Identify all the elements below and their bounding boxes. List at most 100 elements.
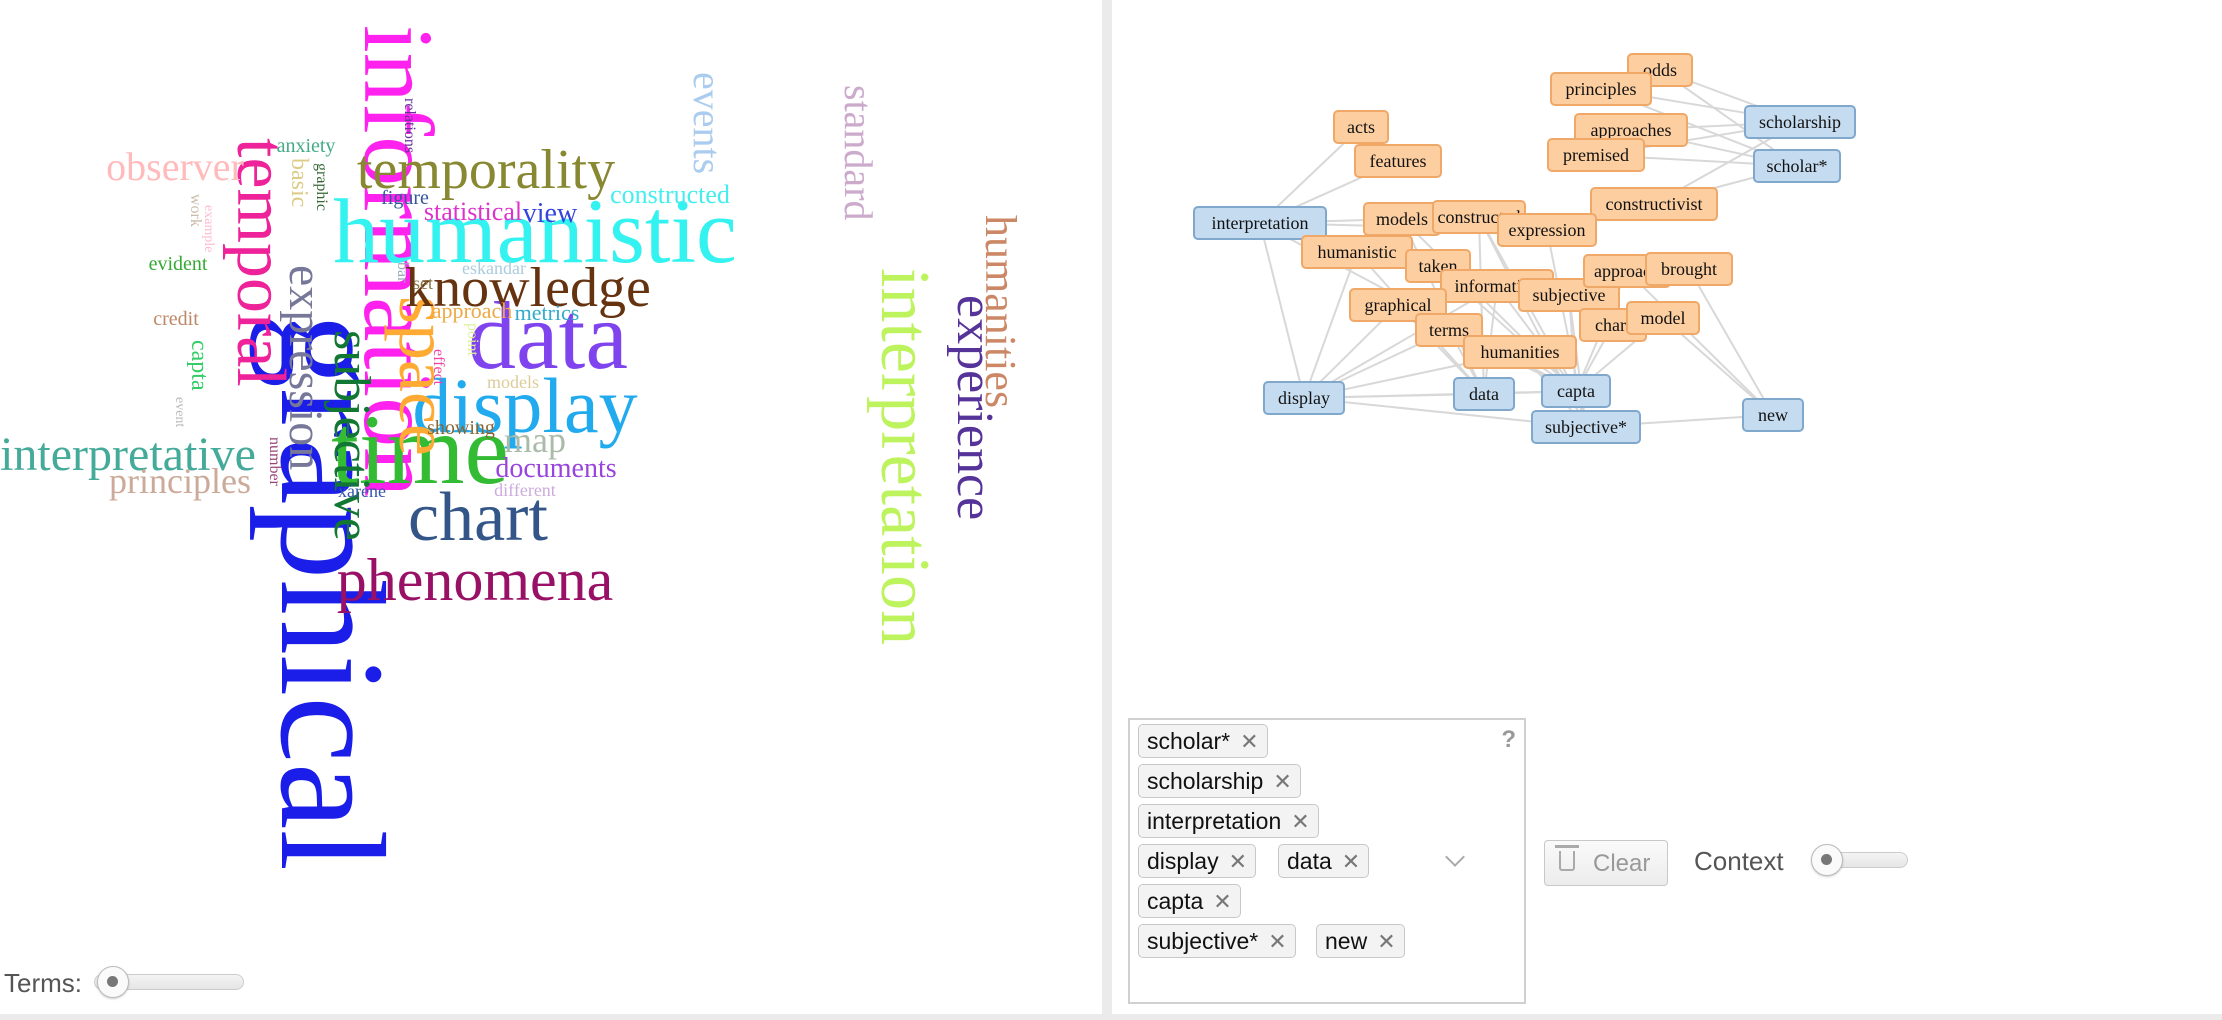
cloud-word[interactable]: view xyxy=(523,198,578,229)
cloud-word[interactable]: example xyxy=(201,205,216,252)
graph-node-keyword[interactable]: capta xyxy=(1541,374,1611,408)
cloud-word[interactable]: temporality xyxy=(357,139,615,201)
cloud-word[interactable]: relations xyxy=(401,98,418,153)
cloud-word[interactable]: credit xyxy=(153,308,199,330)
graph-node-keyword[interactable]: subjective* xyxy=(1531,410,1641,444)
cloud-word[interactable]: figure xyxy=(381,187,429,209)
cloud-word[interactable]: event xyxy=(172,397,187,427)
remove-tag-icon[interactable]: ✕ xyxy=(1273,769,1292,794)
remove-tag-icon[interactable]: ✕ xyxy=(1228,849,1248,874)
query-tag[interactable]: interpretation ✕ xyxy=(1138,804,1319,838)
cloud-word[interactable]: standard xyxy=(836,85,881,221)
cloud-word[interactable]: knowledge xyxy=(405,257,651,319)
graph-node-term[interactable]: brought xyxy=(1645,252,1733,286)
cloud-word[interactable]: interpretation xyxy=(866,268,943,645)
graph-node-keyword[interactable]: data xyxy=(1453,377,1515,411)
cloud-word[interactable]: expression xyxy=(279,265,332,470)
graph-node-label: brought xyxy=(1661,259,1717,279)
graph-node-keyword[interactable]: display xyxy=(1263,381,1345,415)
cloud-word[interactable]: different xyxy=(494,480,556,500)
cloud-word[interactable]: principles xyxy=(109,461,251,501)
graph-node-term[interactable]: features xyxy=(1354,144,1442,178)
cloud-word[interactable]: events xyxy=(685,72,730,174)
graph-node-keyword[interactable]: new xyxy=(1742,398,1804,432)
terms-slider-handle[interactable] xyxy=(97,966,129,998)
cloud-word[interactable]: interpretative xyxy=(0,428,256,481)
cloud-word[interactable]: time xyxy=(331,394,509,505)
cloud-word[interactable]: statistical xyxy=(424,197,522,226)
graph-node-term[interactable]: acts xyxy=(1333,110,1389,144)
cloud-word[interactable]: bar xyxy=(394,262,411,283)
query-tag[interactable]: display ✕ xyxy=(1138,844,1257,878)
context-slider[interactable] xyxy=(1811,844,1908,876)
query-tag[interactable]: data ✕ xyxy=(1278,844,1370,878)
cloud-word[interactable]: approach xyxy=(432,298,513,323)
remove-tag-icon[interactable]: ✕ xyxy=(1213,889,1232,914)
cloud-word[interactable]: eskandar xyxy=(462,258,526,278)
graph-edge xyxy=(1626,270,1774,416)
cloud-word[interactable]: xárene xyxy=(338,481,386,501)
cloud-word[interactable]: temporal xyxy=(222,138,299,387)
graph-node-keyword[interactable]: interpretation xyxy=(1193,206,1327,240)
cloud-word[interactable]: models xyxy=(487,372,539,392)
remove-tag-icon[interactable]: ✕ xyxy=(1268,929,1287,954)
clear-button[interactable]: Clear xyxy=(1544,840,1668,886)
graph-node-keyword[interactable]: scholarship xyxy=(1744,105,1856,139)
graph-node-term[interactable]: premised xyxy=(1547,138,1645,172)
remove-tag-icon[interactable]: ✕ xyxy=(1377,929,1396,954)
cloud-word[interactable]: anxiety xyxy=(277,135,336,157)
cloud-word[interactable]: showing xyxy=(427,417,495,439)
cloud-word[interactable]: chart xyxy=(408,479,548,556)
cloud-word[interactable]: graphical xyxy=(249,313,415,871)
query-tag[interactable]: new ✕ xyxy=(1316,924,1405,958)
cloud-word[interactable]: display xyxy=(412,362,637,449)
cloud-word[interactable]: point xyxy=(464,323,481,356)
cloud-word[interactable]: work xyxy=(187,194,204,227)
cloud-word[interactable]: observer xyxy=(106,144,244,189)
graph-node-term[interactable]: model xyxy=(1626,301,1700,335)
context-slider-handle[interactable] xyxy=(1811,844,1843,876)
query-tag-label: scholar* xyxy=(1147,728,1231,754)
cloud-word[interactable]: map xyxy=(504,420,566,460)
terms-slider[interactable] xyxy=(94,966,244,998)
help-icon[interactable]: ? xyxy=(1501,726,1516,753)
cloud-word[interactable]: constructed xyxy=(610,180,730,209)
graph-node-term[interactable]: terms xyxy=(1415,313,1483,347)
graph-node-term[interactable]: humanistic xyxy=(1301,235,1413,269)
remove-tag-icon[interactable]: ✕ xyxy=(1291,809,1310,834)
cloud-word[interactable]: evident xyxy=(149,253,208,275)
chevron-down-icon[interactable] xyxy=(1445,847,1465,867)
cloud-word[interactable]: metrics xyxy=(515,300,580,325)
query-tag[interactable]: scholar* ✕ xyxy=(1138,724,1268,758)
query-tag-input[interactable]: scholar* ✕ scholarship ✕ interpretation ✕ d… xyxy=(1128,718,1526,1004)
graph-node-term[interactable]: humanities xyxy=(1463,335,1577,369)
graph-node-box xyxy=(1541,374,1611,408)
cloud-word[interactable]: data xyxy=(468,282,628,389)
cloud-word[interactable]: graphic xyxy=(313,163,330,211)
query-tag[interactable]: subjective* ✕ xyxy=(1138,924,1296,958)
cloud-word[interactable]: phenomena xyxy=(337,547,614,613)
query-tag[interactable]: capta ✕ xyxy=(1138,884,1241,918)
graph-node-label: approach xyxy=(1594,261,1660,281)
cloud-word[interactable]: experience xyxy=(946,295,1003,520)
cloud-word[interactable]: space xyxy=(384,296,464,456)
cloud-word[interactable]: information xyxy=(343,25,454,497)
cloud-word[interactable]: subjective xyxy=(323,330,380,541)
query-tag[interactable]: scholarship ✕ xyxy=(1138,764,1301,798)
graph-node-term[interactable]: models xyxy=(1363,202,1441,236)
cloud-word[interactable]: humanities xyxy=(976,215,1025,408)
graph-node-keyword[interactable]: scholar* xyxy=(1753,149,1841,183)
graph-node-term[interactable]: principles xyxy=(1550,72,1652,106)
remove-tag-icon[interactable]: ✕ xyxy=(1240,729,1259,754)
graph-node-term[interactable]: constructivist xyxy=(1590,187,1718,221)
cloud-word[interactable]: humanistic xyxy=(333,180,737,282)
cloud-word[interactable]: documents xyxy=(495,453,616,484)
cloud-word[interactable]: set xyxy=(413,273,433,293)
cloud-word[interactable]: effect xyxy=(430,349,447,386)
cloud-word[interactable]: number xyxy=(266,437,283,487)
remove-tag-icon[interactable]: ✕ xyxy=(1341,849,1361,874)
cloud-word[interactable]: capta xyxy=(186,340,212,391)
cloud-word[interactable]: basic xyxy=(286,158,312,207)
graph-node-term[interactable]: expression xyxy=(1497,213,1597,247)
